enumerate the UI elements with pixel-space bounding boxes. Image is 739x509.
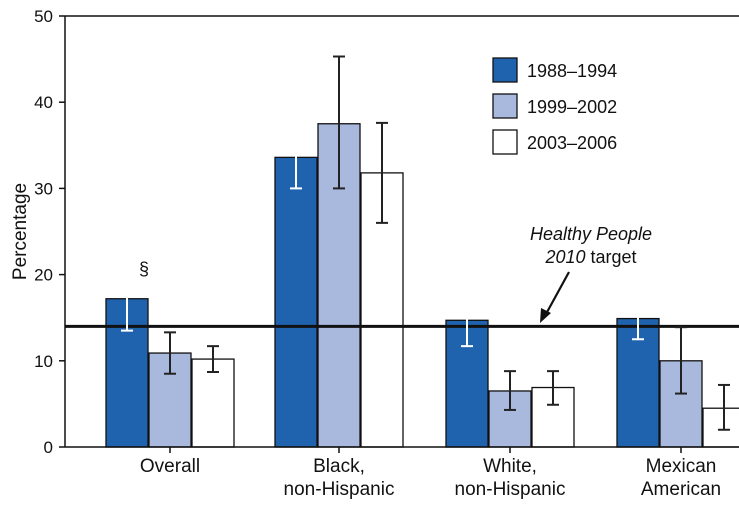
legend-swatch xyxy=(492,93,518,119)
bar xyxy=(148,352,192,448)
y-tick-label: 0 xyxy=(44,438,53,457)
target-arrow-head xyxy=(540,308,551,323)
bar xyxy=(274,156,318,448)
y-tick-label: 10 xyxy=(34,352,53,371)
x-tick-label: White, xyxy=(483,456,537,477)
target-label-year: 2010 xyxy=(544,247,585,267)
y-tick-label: 30 xyxy=(34,179,53,198)
target-label-word: target xyxy=(586,247,637,267)
legend-swatch xyxy=(492,129,518,155)
target-arrow-shaft xyxy=(545,271,570,315)
legend-label: 1988–1994 xyxy=(527,61,617,81)
target-label-line2: 2010 target xyxy=(544,247,636,267)
x-tick-label: non-Hispanic xyxy=(284,479,395,500)
footnote-marker: § xyxy=(139,259,149,279)
x-tick-label: Overall xyxy=(140,456,200,477)
x-tick-label: American xyxy=(641,479,721,500)
x-tick-label: Black, xyxy=(313,456,365,477)
legend-label: 1999–2002 xyxy=(527,97,617,117)
y-tick-label: 20 xyxy=(34,266,53,285)
x-tick-label: non-Hispanic xyxy=(455,479,566,500)
x-tick-label: Mexican xyxy=(646,456,717,477)
bar xyxy=(702,407,739,448)
bar xyxy=(191,358,235,448)
y-tick-label: 40 xyxy=(34,93,53,112)
legend-swatch xyxy=(492,57,518,83)
y-tick-label: 50 xyxy=(34,7,53,26)
target-label-line1: Healthy People xyxy=(530,224,652,244)
y-axis-title: Percentage xyxy=(10,183,31,280)
legend-label: 2003–2006 xyxy=(527,133,617,153)
